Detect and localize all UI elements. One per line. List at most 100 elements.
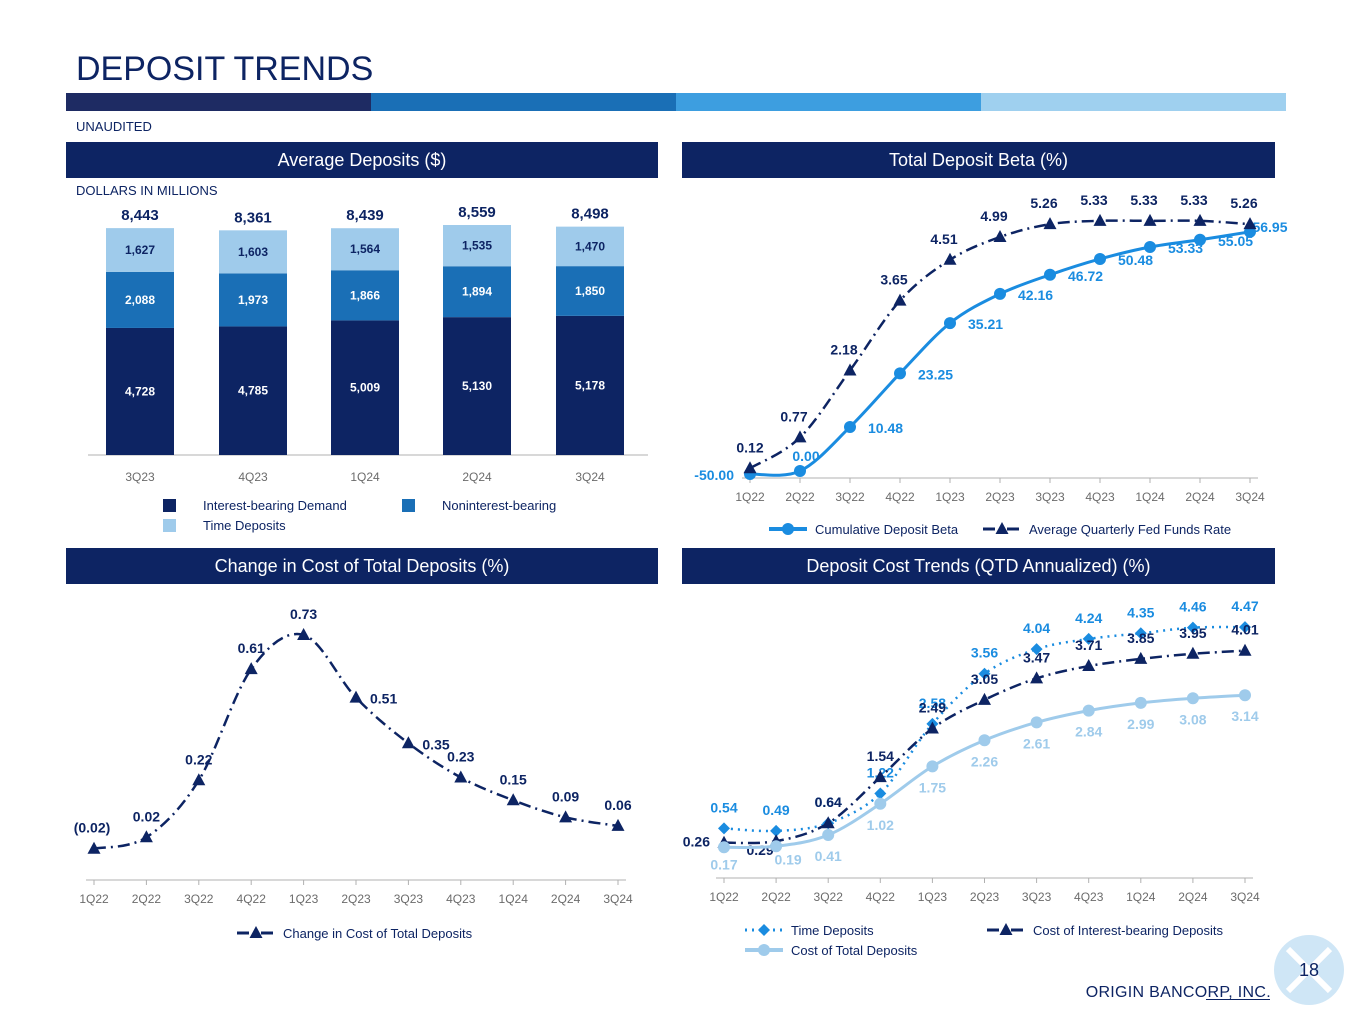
legend-marker [758,924,770,936]
data-label: 4.46 [1179,599,1206,615]
bar-segment [556,315,624,455]
x-tick-label: 4Q23 [1085,490,1115,504]
data-label: 5.26 [1030,195,1057,211]
unaudited-label: UNAUDITED [76,119,152,134]
data-label: 3.08 [1179,711,1206,727]
data-point [1143,213,1157,226]
data-point [1030,643,1043,656]
data-label: 46.72 [1068,268,1103,284]
data-label: 4.24 [1075,610,1102,626]
x-tick-label: 3Q23 [125,470,155,484]
company-footer: ORIGIN BANCORP, INC. [1085,984,1271,1001]
bar-data-label: 1,866 [350,288,380,302]
data-label: 0.15 [500,771,527,787]
data-label: (0.02) [74,820,111,836]
x-tick-label: 4Q22 [885,490,915,504]
data-point [297,627,311,640]
legend-swatch [163,519,176,532]
legend-marker [249,926,263,938]
data-point [1134,696,1147,709]
deposit-beta-header: Total Deposit Beta (%) [682,142,1275,178]
data-point [401,736,415,749]
data-point [1082,704,1095,717]
legend-label: Time Deposits [791,923,874,938]
series-line [723,649,1246,845]
series-line [749,219,1251,470]
legend-marker [758,944,770,956]
data-label: 42.16 [1018,287,1053,303]
data-label: 0.35 [422,736,449,752]
x-tick-label: 1Q24 [1126,890,1156,904]
data-point [1134,627,1147,640]
data-point [1082,632,1095,645]
data-label: 2.84 [1075,724,1102,740]
data-label: 4.99 [980,208,1007,224]
x-tick-label: 3Q23 [1022,890,1052,904]
bar-data-label: 5,009 [350,381,380,395]
x-tick-label: 3Q23 [394,892,424,906]
units-subtitle: DOLLARS IN MILLIONS [76,183,218,198]
x-tick-label: 1Q23 [935,490,965,504]
bar-segment [556,266,624,316]
data-label: 2.49 [919,700,946,716]
data-point [611,818,625,831]
data-label: 3.95 [1179,625,1206,641]
legend-marker [995,522,1009,534]
data-label: 50.48 [1118,252,1153,268]
data-point [793,430,807,443]
data-label: 4.04 [1023,620,1050,636]
data-point [1030,671,1044,684]
x-tick-label: 1Q24 [499,892,529,906]
x-tick-label: 4Q23 [1074,890,1104,904]
data-point [1030,716,1043,729]
bar-segment [331,270,399,321]
legend-swatch [402,499,415,512]
strip-segment [371,93,676,111]
legend-label: Cost of Interest-bearing Deposits [1033,923,1224,938]
data-point [993,229,1007,242]
strip-segment [981,93,1286,111]
x-tick-label: 2Q23 [985,490,1015,504]
data-point [244,662,258,675]
bar-segment [331,320,399,455]
data-label: 0.22 [185,751,212,767]
bar-data-label: 1,535 [462,239,492,253]
data-point [874,787,887,800]
data-label: 4.01 [1231,622,1258,638]
data-label: 1.75 [919,779,946,795]
x-tick-label: 3Q22 [835,490,865,504]
x-tick-label: 2Q23 [970,890,1000,904]
data-label: 0.23 [447,748,474,764]
data-point [978,692,991,705]
bar-total-label: 8,559 [458,204,496,221]
data-point [1094,252,1106,265]
bar-segment [443,317,511,455]
x-tick-label: 3Q22 [814,890,844,904]
data-label: 0.77 [780,408,807,424]
data-label: 2.58 [919,695,946,711]
data-label: 0.00 [792,448,819,464]
x-tick-label: 4Q22 [237,892,267,906]
series-line [93,632,619,850]
x-tick-label: 2Q23 [341,892,371,906]
bar-data-label: 1,564 [350,242,380,256]
x-tick-label: 1Q24 [350,470,380,484]
x-tick-label: 2Q22 [132,892,162,906]
data-label: -50.00 [694,467,734,483]
data-label: 55.05 [1218,233,1253,249]
x-tick-label: 1Q22 [735,490,765,504]
x-tick-label: 2Q24 [551,892,581,906]
data-label: 0.41 [815,848,842,864]
legend-label: Cumulative Deposit Beta [815,522,959,537]
data-label: 3.56 [971,645,998,661]
bar-total-label: 8,439 [346,207,384,224]
data-label: 0.73 [290,606,317,622]
cost-trends-header: Deposit Cost Trends (QTD Annualized) (%) [682,548,1275,584]
data-point [1238,643,1252,656]
data-label: 0.54 [710,799,737,815]
data-label: 2.61 [1023,735,1050,751]
x-tick-label: 2Q22 [761,890,791,904]
legend-label: Noninterest-bearing [442,498,556,513]
cost-change-header: Change in Cost of Total Deposits (%) [66,548,658,584]
